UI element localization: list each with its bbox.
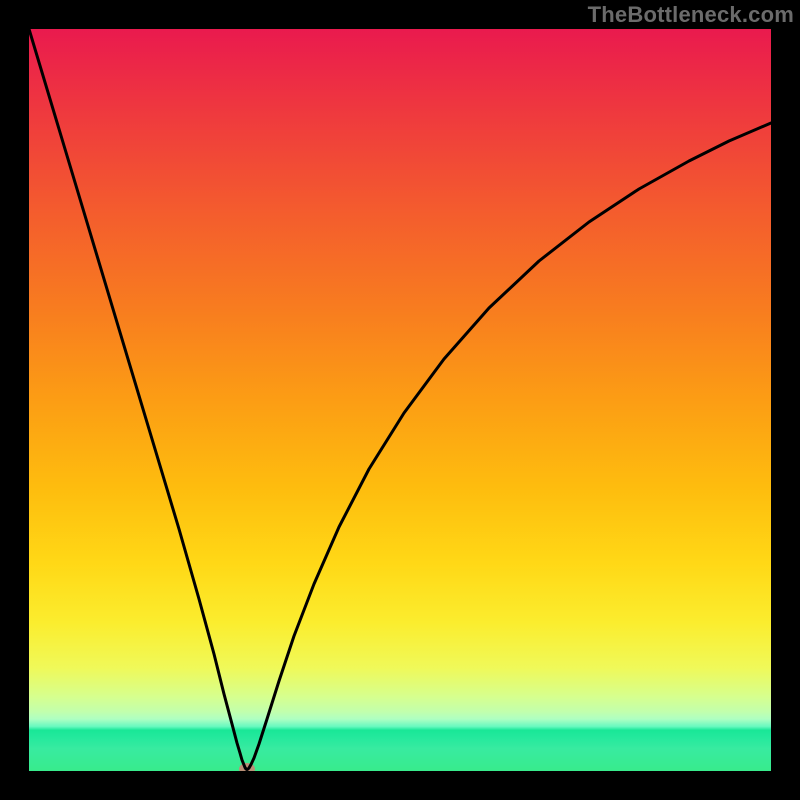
chart-container: TheBottleneck.com	[0, 0, 800, 800]
background-gradient	[29, 29, 771, 771]
watermark-text: TheBottleneck.com	[588, 2, 794, 28]
plot-area	[29, 29, 771, 771]
